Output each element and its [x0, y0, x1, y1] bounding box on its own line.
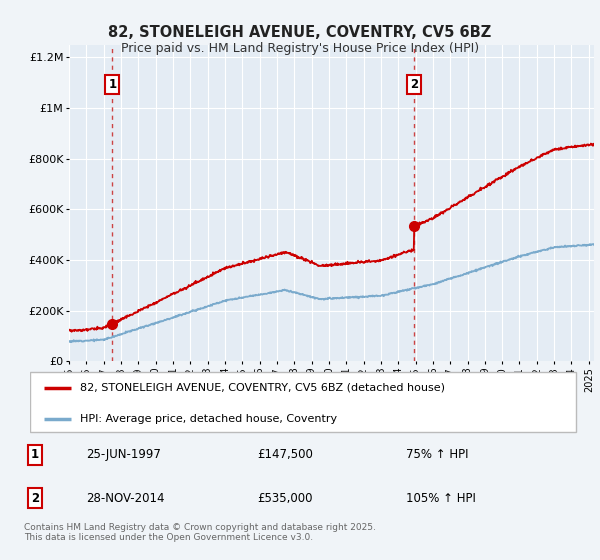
Text: 1: 1 — [108, 78, 116, 91]
Text: HPI: Average price, detached house, Coventry: HPI: Average price, detached house, Cove… — [80, 413, 337, 423]
Text: 105% ↑ HPI: 105% ↑ HPI — [406, 492, 475, 505]
Text: 82, STONELEIGH AVENUE, COVENTRY, CV5 6BZ (detached house): 82, STONELEIGH AVENUE, COVENTRY, CV5 6BZ… — [80, 382, 445, 393]
FancyBboxPatch shape — [30, 371, 577, 432]
Text: 2: 2 — [410, 78, 418, 91]
Text: 2: 2 — [31, 492, 39, 505]
Text: £535,000: £535,000 — [257, 492, 313, 505]
Text: 1: 1 — [31, 449, 39, 461]
Text: 82, STONELEIGH AVENUE, COVENTRY, CV5 6BZ: 82, STONELEIGH AVENUE, COVENTRY, CV5 6BZ — [109, 25, 491, 40]
Text: £147,500: £147,500 — [257, 449, 313, 461]
Text: Contains HM Land Registry data © Crown copyright and database right 2025.
This d: Contains HM Land Registry data © Crown c… — [23, 522, 376, 542]
Text: 25-JUN-1997: 25-JUN-1997 — [86, 449, 161, 461]
Text: Price paid vs. HM Land Registry's House Price Index (HPI): Price paid vs. HM Land Registry's House … — [121, 42, 479, 55]
Text: 28-NOV-2014: 28-NOV-2014 — [86, 492, 165, 505]
Text: 75% ↑ HPI: 75% ↑ HPI — [406, 449, 468, 461]
